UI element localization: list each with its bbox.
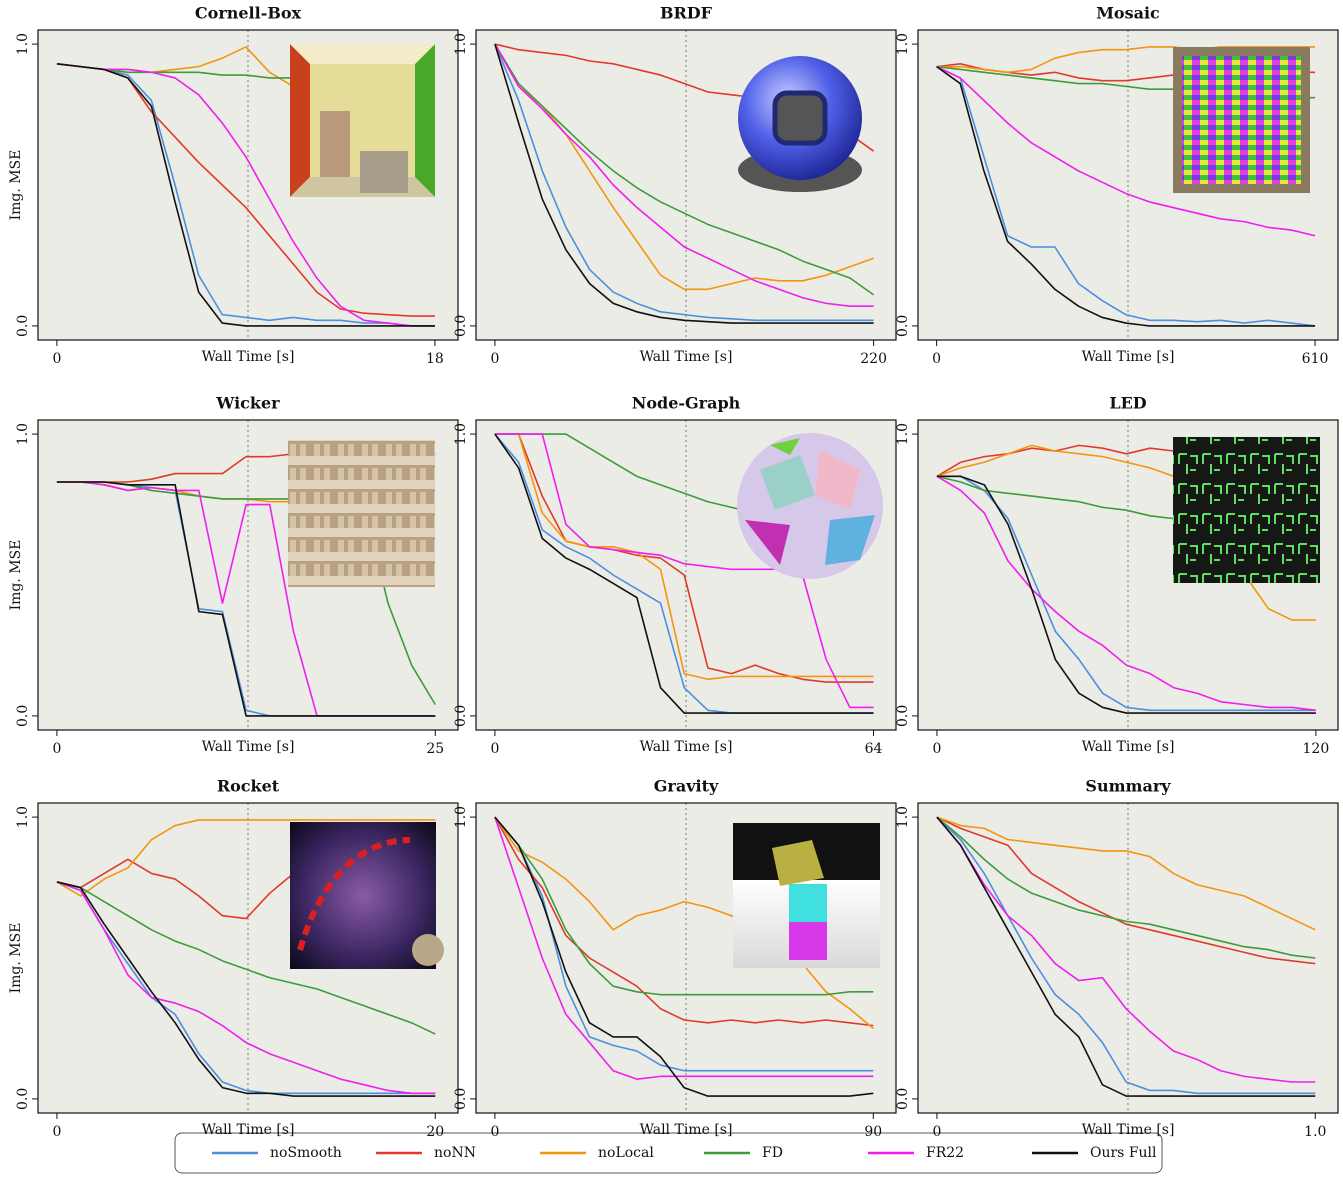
legend-label: noLocal <box>598 1145 654 1161</box>
x-axis-label: Wall Time [s] <box>640 349 733 365</box>
y-tick-label: 0.0 <box>895 315 911 337</box>
y-tick-label: 1.0 <box>15 423 31 445</box>
y-tick-label: 1.0 <box>895 33 911 55</box>
y-tick-label: 1.0 <box>453 33 469 55</box>
y-tick-label: 0.0 <box>15 705 31 727</box>
y-axis-label: Img. MSE <box>8 150 24 221</box>
y-tick-label: 0.0 <box>895 1088 911 1110</box>
y-tick-label: 1.0 <box>15 33 31 55</box>
figure: Cornell-Box Wall Time [s] Img. MSE 0 18 0.0 1.… <box>0 0 1343 1202</box>
x-tick-label: 220 <box>860 351 887 367</box>
chart-title: Wicker <box>215 394 280 413</box>
page: {"chart_data": [ {"type": "line", "title… <box>0 0 1343 1202</box>
chart-title: Rocket <box>217 777 280 796</box>
x-tick-label: 0 <box>490 1124 499 1140</box>
x-tick-label: 0 <box>52 741 61 757</box>
legend-label: noSmooth <box>270 1145 342 1161</box>
x-tick-label: 25 <box>426 741 444 757</box>
x-tick-label: 64 <box>865 741 883 757</box>
y-tick-label: 1.0 <box>895 806 911 828</box>
x-tick-label: 120 <box>1303 741 1330 757</box>
y-tick-label: 0.0 <box>453 705 469 727</box>
y-tick-label: 1.0 <box>453 806 469 828</box>
chart-title: Cornell-Box <box>195 4 302 23</box>
x-tick-label: 90 <box>864 1124 882 1140</box>
chart-title: Gravity <box>654 777 719 796</box>
x-tick-label: 0 <box>932 741 941 757</box>
y-tick-label: 0.0 <box>453 315 469 337</box>
y-tick-label: 0.0 <box>15 315 31 337</box>
y-tick-label: 0.0 <box>895 705 911 727</box>
y-tick-label: 1.0 <box>15 806 31 828</box>
legend-label: FR22 <box>926 1145 964 1161</box>
x-tick-label: 1.0 <box>1304 1124 1326 1140</box>
legend-label: noNN <box>434 1145 476 1161</box>
x-tick-label: 0 <box>490 351 499 367</box>
y-axis-label: Img. MSE <box>8 923 24 994</box>
legend-label: FD <box>762 1145 783 1161</box>
x-tick-label: 0 <box>932 1124 941 1140</box>
x-axis-label: Wall Time [s] <box>202 739 295 755</box>
y-tick-label: 1.0 <box>895 423 911 445</box>
x-tick-label: 0 <box>932 351 941 367</box>
chart-title: LED <box>1109 394 1146 413</box>
x-tick-label: 0 <box>52 351 61 367</box>
chart-title: Summary <box>1085 777 1171 796</box>
x-tick-label: 0 <box>52 1124 61 1140</box>
chart-title: Node-Graph <box>632 394 741 413</box>
chart-title: Mosaic <box>1096 4 1160 23</box>
y-tick-label: 0.0 <box>453 1088 469 1110</box>
x-tick-label: 610 <box>1302 351 1329 367</box>
x-axis-label: Wall Time [s] <box>1082 1122 1175 1138</box>
y-axis-label: Img. MSE <box>8 540 24 611</box>
chart-title: BRDF <box>660 4 713 23</box>
x-axis-label: Wall Time [s] <box>1082 739 1175 755</box>
x-tick-label: 20 <box>426 1124 444 1140</box>
x-axis-label: Wall Time [s] <box>202 349 295 365</box>
y-tick-label: 1.0 <box>453 423 469 445</box>
x-axis-label: Wall Time [s] <box>640 739 733 755</box>
x-axis-label: Wall Time [s] <box>640 1122 733 1138</box>
x-axis-label: Wall Time [s] <box>1082 349 1175 365</box>
x-tick-label: 0 <box>490 741 499 757</box>
y-tick-label: 0.0 <box>15 1088 31 1110</box>
x-tick-label: 18 <box>426 351 444 367</box>
x-axis-label: Wall Time [s] <box>202 1122 295 1138</box>
legend-label: Ours Full <box>1090 1145 1157 1161</box>
